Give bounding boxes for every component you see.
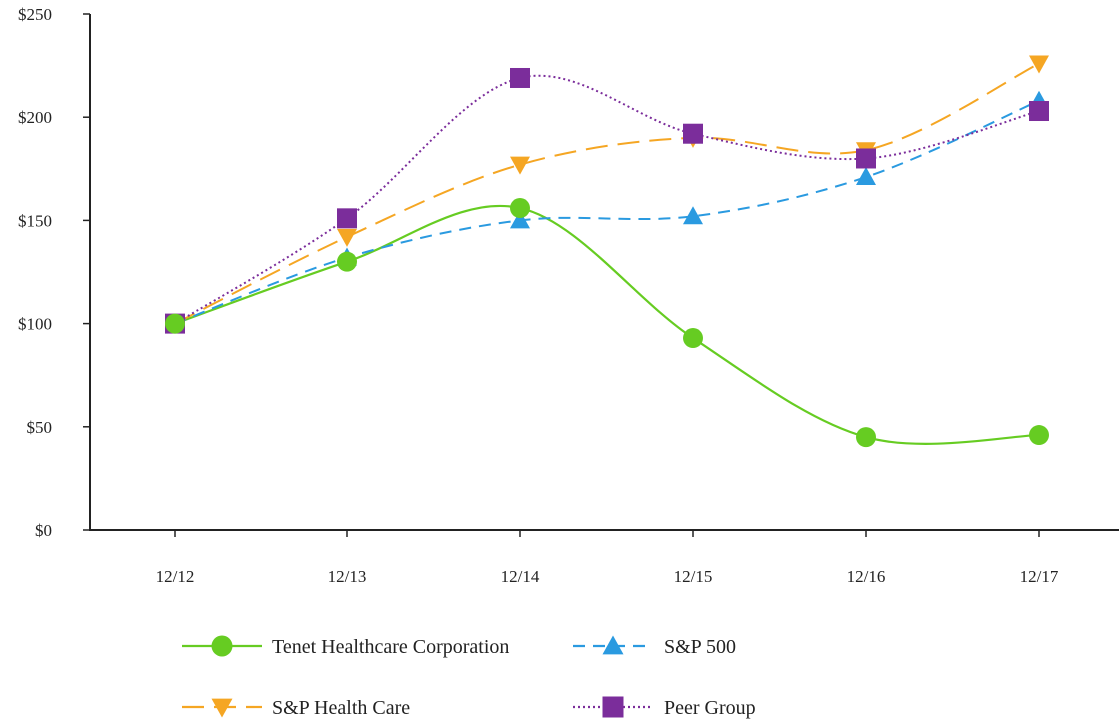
legend-entry-0: Tenet Healthcare Corporation — [182, 635, 509, 658]
series-1-point — [510, 210, 530, 229]
legend-label: S&P Health Care — [272, 697, 410, 719]
series-3-point — [510, 67, 530, 88]
legend-entry-1: S&P 500 — [573, 635, 736, 658]
series-2-point — [337, 228, 357, 247]
legend-label: S&P 500 — [664, 636, 736, 658]
series-2-point — [1029, 55, 1049, 74]
y-tick-label: $50 — [27, 418, 53, 437]
legend: Tenet Healthcare Corporation S&P 500 S&P H… — [182, 635, 756, 719]
y-tick-label: $250 — [18, 5, 52, 24]
series-3-point — [337, 208, 357, 229]
legend-entry-2: S&P Health Care — [182, 697, 410, 719]
axes: $0 $50 $100 $150 $200 $250 12/12 12/13 12/14 12/1… — [18, 5, 1119, 586]
series-markers — [165, 55, 1049, 448]
x-tick-label: 12/17 — [1020, 567, 1059, 586]
x-tick-label: 12/13 — [328, 567, 367, 586]
series-3-point — [683, 123, 703, 144]
x-tick-label: 12/16 — [847, 567, 886, 586]
y-tick-label: $100 — [18, 315, 52, 334]
series-line-3 — [174, 74, 1040, 325]
legend-swatch-marker — [602, 635, 624, 655]
series-lines — [174, 62, 1040, 445]
series-3-point — [856, 148, 876, 169]
legend-swatch-marker — [602, 696, 624, 718]
series-line-1 — [174, 99, 1040, 325]
legend-entry-3: Peer Group — [573, 696, 756, 719]
x-tick-label: 12/15 — [674, 567, 713, 586]
legend-swatch-marker — [211, 698, 233, 718]
series-3-point — [1029, 101, 1049, 122]
series-0-point — [856, 427, 876, 448]
legend-label: Tenet Healthcare Corporation — [272, 636, 509, 658]
x-tick-label: 12/14 — [501, 567, 540, 586]
series-0-point — [510, 198, 530, 219]
series-1-point — [856, 167, 876, 186]
series-0-point — [683, 328, 703, 349]
series-1-point — [683, 206, 703, 225]
series-0-point — [337, 251, 357, 272]
series-2-point — [510, 156, 530, 175]
series-line-0 — [174, 204, 1040, 445]
y-tick-label: $0 — [35, 521, 52, 540]
x-tick-label: 12/12 — [156, 567, 195, 586]
legend-swatch-marker — [211, 635, 233, 657]
series-0-point — [165, 313, 185, 334]
legend-label: Peer Group — [664, 697, 756, 719]
y-tick-label: $150 — [18, 211, 52, 230]
series-line-2 — [174, 62, 1040, 325]
y-tick-label: $200 — [18, 108, 52, 127]
series-0-point — [1029, 425, 1049, 446]
